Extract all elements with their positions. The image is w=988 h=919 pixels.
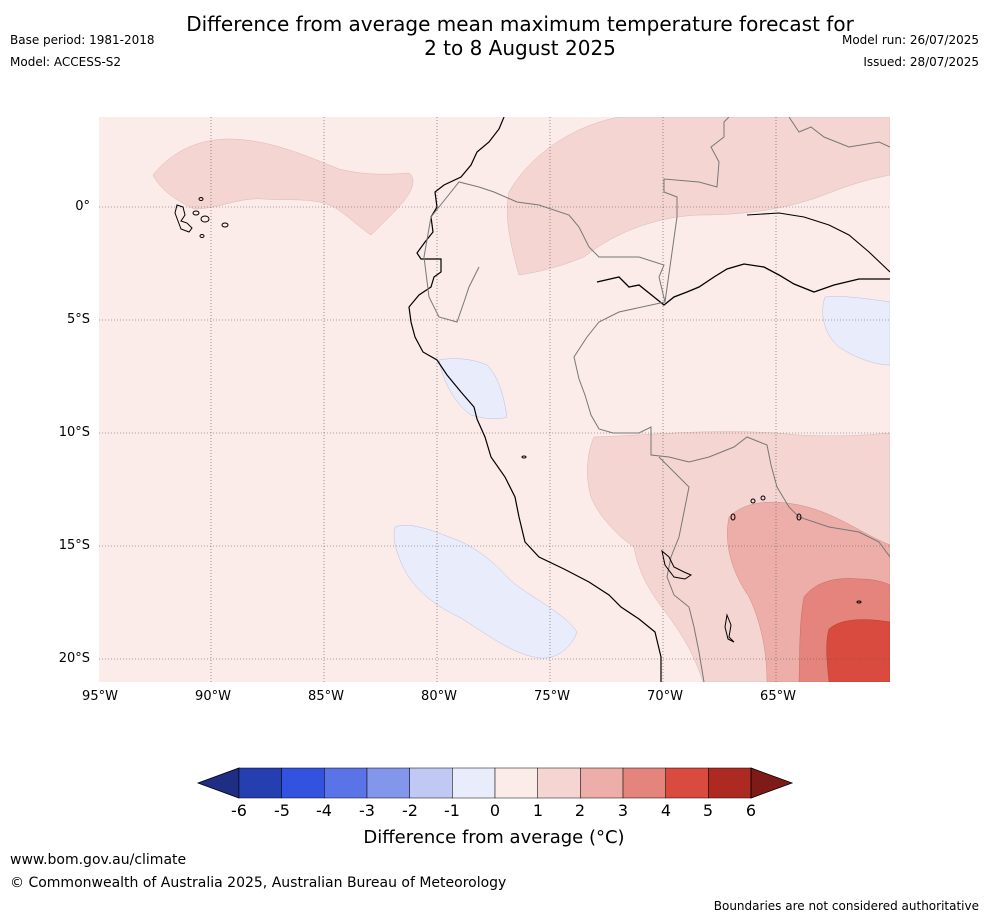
lon-label-95w: 95°W <box>82 689 118 704</box>
colorbar-swatch <box>452 767 496 799</box>
map-svg <box>99 116 891 683</box>
colorbar-swatch <box>665 767 709 799</box>
model-name: Model: ACCESS-S2 <box>10 55 122 69</box>
anomaly-region-peru-coast-cool <box>438 358 508 419</box>
lakes <box>521 455 862 643</box>
graticule <box>99 117 890 682</box>
colorbar-title: Difference from average (°C) <box>363 827 625 848</box>
colorbar-swatch <box>580 767 624 799</box>
lon-label-90w: 90°W <box>195 689 231 704</box>
lon-label-85w: 85°W <box>308 689 344 704</box>
negro-river <box>746 212 891 273</box>
footer-url: www.bom.gov.au/climate <box>10 852 187 868</box>
colorbar-swatch <box>708 767 752 799</box>
anomaly-region-pacific-cool <box>393 525 578 659</box>
colorbar-swatch <box>238 767 282 799</box>
colorbar-extend-high <box>750 767 794 799</box>
colorbar-swatch <box>409 767 453 799</box>
lon-label-70w: 70°W <box>647 689 683 704</box>
title-line-2: 2 to 8 August 2025 <box>424 36 616 60</box>
lat-label-15s: 15°S <box>58 538 90 553</box>
anomaly-region-north-warm <box>507 116 891 276</box>
lon-label-75w: 75°W <box>534 689 570 704</box>
colorbar-swatch <box>366 767 410 799</box>
base-period: Base period: 1981-2018 <box>10 33 155 47</box>
colorbar <box>196 767 794 799</box>
anomaly-region-galapagos-warm <box>152 138 414 236</box>
lon-label-80w: 80°W <box>421 689 457 704</box>
lat-label-20s: 20°S <box>58 651 90 666</box>
colorbar-swatch <box>281 767 325 799</box>
footer-copyright: © Commonwealth of Australia 2025, Austra… <box>10 875 507 891</box>
footer-disclaimer: Boundaries are not considered authoritat… <box>713 899 979 913</box>
lon-label-65w: 65°W <box>760 689 796 704</box>
country-borders <box>423 116 891 683</box>
model-run: Model run: 26/07/2025 <box>841 33 979 47</box>
amazon-river <box>596 263 890 306</box>
colorbar-swatch <box>324 767 368 799</box>
colorbar-extend-low <box>196 767 240 799</box>
anomaly-region-amazon-cool <box>822 296 891 366</box>
lat-label-5s: 5°S <box>66 312 90 327</box>
lat-label-0: 0° <box>75 199 90 214</box>
colorbar-swatches <box>196 767 794 799</box>
anomaly-region-east-hottest <box>826 619 891 683</box>
meta-right: Model run: 26/07/2025 Issued: 28/07/2025 <box>842 29 979 73</box>
map-panel <box>99 116 891 683</box>
colorbar-swatch <box>537 767 581 799</box>
map-title: Difference from average mean maximum tem… <box>0 12 988 60</box>
colorbar-swatch <box>622 767 666 799</box>
lat-label-10s: 10°S <box>58 425 90 440</box>
south-america-coastline <box>408 116 662 682</box>
issued-date: Issued: 28/07/2025 <box>863 55 979 69</box>
meta-left: Base period: 1981-2018 Model: ACCESS-S2 <box>10 29 155 73</box>
title-line-1: Difference from average mean maximum tem… <box>186 12 854 36</box>
colorbar-swatch <box>494 767 538 799</box>
galapagos-islands <box>174 197 229 238</box>
